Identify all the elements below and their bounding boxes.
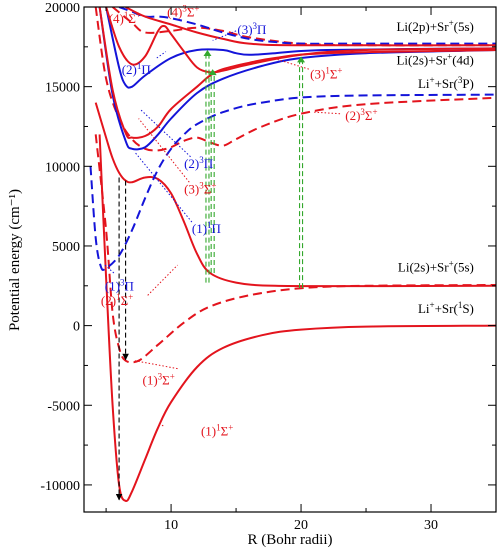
curve-red-solid-0 xyxy=(98,134,496,502)
x-tick-label-10: 10 xyxy=(164,518,178,533)
curve-red-dashed-1 xyxy=(94,134,496,364)
y-tick-label--10000: -10000 xyxy=(40,479,80,494)
state-label-4: (1)1Π xyxy=(192,220,221,236)
curve-red-solid-2 xyxy=(94,102,496,288)
leader-line-2 xyxy=(147,264,178,296)
state-label-3: (1)3Π xyxy=(105,278,134,294)
state-label-6: (2)3Π xyxy=(184,155,213,171)
y-tick-label-0: 0 xyxy=(73,320,80,335)
x-axis-label: R (Bohr radii) xyxy=(248,532,333,548)
leader-line-5 xyxy=(138,118,190,183)
transition-arrowhead-3 xyxy=(208,69,217,76)
leader-line-1 xyxy=(134,360,178,370)
state-label-1: (1)3Σ+ xyxy=(142,372,174,388)
y-tick-label-20000: 20000 xyxy=(45,1,80,16)
leader-line-10 xyxy=(212,30,237,41)
state-label-7: (2)3Σ+ xyxy=(345,107,377,123)
label-leader-lines xyxy=(104,30,341,427)
axes: 10 20 30 -10000 -5000 0 5000 10000 15000 20000 xyxy=(40,1,497,533)
curve-red-solid-11 xyxy=(125,7,496,47)
potential-curves xyxy=(89,7,496,502)
curve-blue-dashed-3 xyxy=(89,93,496,272)
leader-line-9 xyxy=(156,51,167,59)
curve-blue-solid-7 xyxy=(105,7,496,89)
asymptote-label-0: Li(2p)+Sr+(5s) xyxy=(396,18,473,34)
y-tick-label--5000: -5000 xyxy=(47,399,80,414)
leader-line-4 xyxy=(134,151,193,223)
leader-line-6 xyxy=(139,108,191,158)
asymptote-labels: Li(2p)+Sr+(5s) Li(2s)+Sr+(4d) Li++Sr(3P) Li… xyxy=(396,18,473,316)
curve-blue-dashed-10 xyxy=(118,7,496,45)
y-tick-label-10000: 10000 xyxy=(45,160,80,175)
state-label-11: (4)1Σ+ xyxy=(109,10,141,26)
curve-blue-solid-5 xyxy=(98,7,496,151)
asymptote-label-1: Li(2s)+Sr+(4d) xyxy=(396,51,473,67)
state-label-9: (2)1Π xyxy=(122,61,151,77)
asymptote-label-2: Li++Sr(3P) xyxy=(418,75,474,91)
transition-arrowhead-2 xyxy=(203,50,212,57)
curve-red-solid-8 xyxy=(105,7,496,74)
state-label-2: (2)1Σ+ xyxy=(101,292,133,308)
asymptote-label-4: Li++Sr(1S) xyxy=(418,300,474,316)
y-tick-label-5000: 5000 xyxy=(52,240,80,255)
state-labels: (1)1Σ+ (1)3Σ+ (2)1Σ+(1)3Π (1)1Π (3)3Σ+ (2)3Π (… xyxy=(101,4,378,439)
state-label-8: (3)1Σ+ xyxy=(310,66,342,82)
asymptote-label-3: Li(2s)+Sr+(5s) xyxy=(398,258,474,274)
plot-frame xyxy=(83,6,497,513)
leader-line-7 xyxy=(314,111,341,115)
transition-arrowhead-4 xyxy=(297,56,306,63)
transition-arrows xyxy=(115,50,306,501)
state-label-10: (3)3Π xyxy=(237,21,266,37)
state-label-5: (3)3Σ+ xyxy=(184,180,216,196)
y-tick-label-15000: 15000 xyxy=(45,81,80,96)
y-axis-label: Potential energy (cm⁻¹) xyxy=(7,189,23,331)
state-label-0: (1)1Σ+ xyxy=(201,423,233,439)
leader-line-8 xyxy=(277,59,309,70)
x-tick-label-30: 30 xyxy=(424,518,438,533)
state-label-12: (4)3Σ+ xyxy=(167,4,199,20)
leader-line-0 xyxy=(157,422,164,427)
x-tick-label-20: 20 xyxy=(294,518,308,533)
